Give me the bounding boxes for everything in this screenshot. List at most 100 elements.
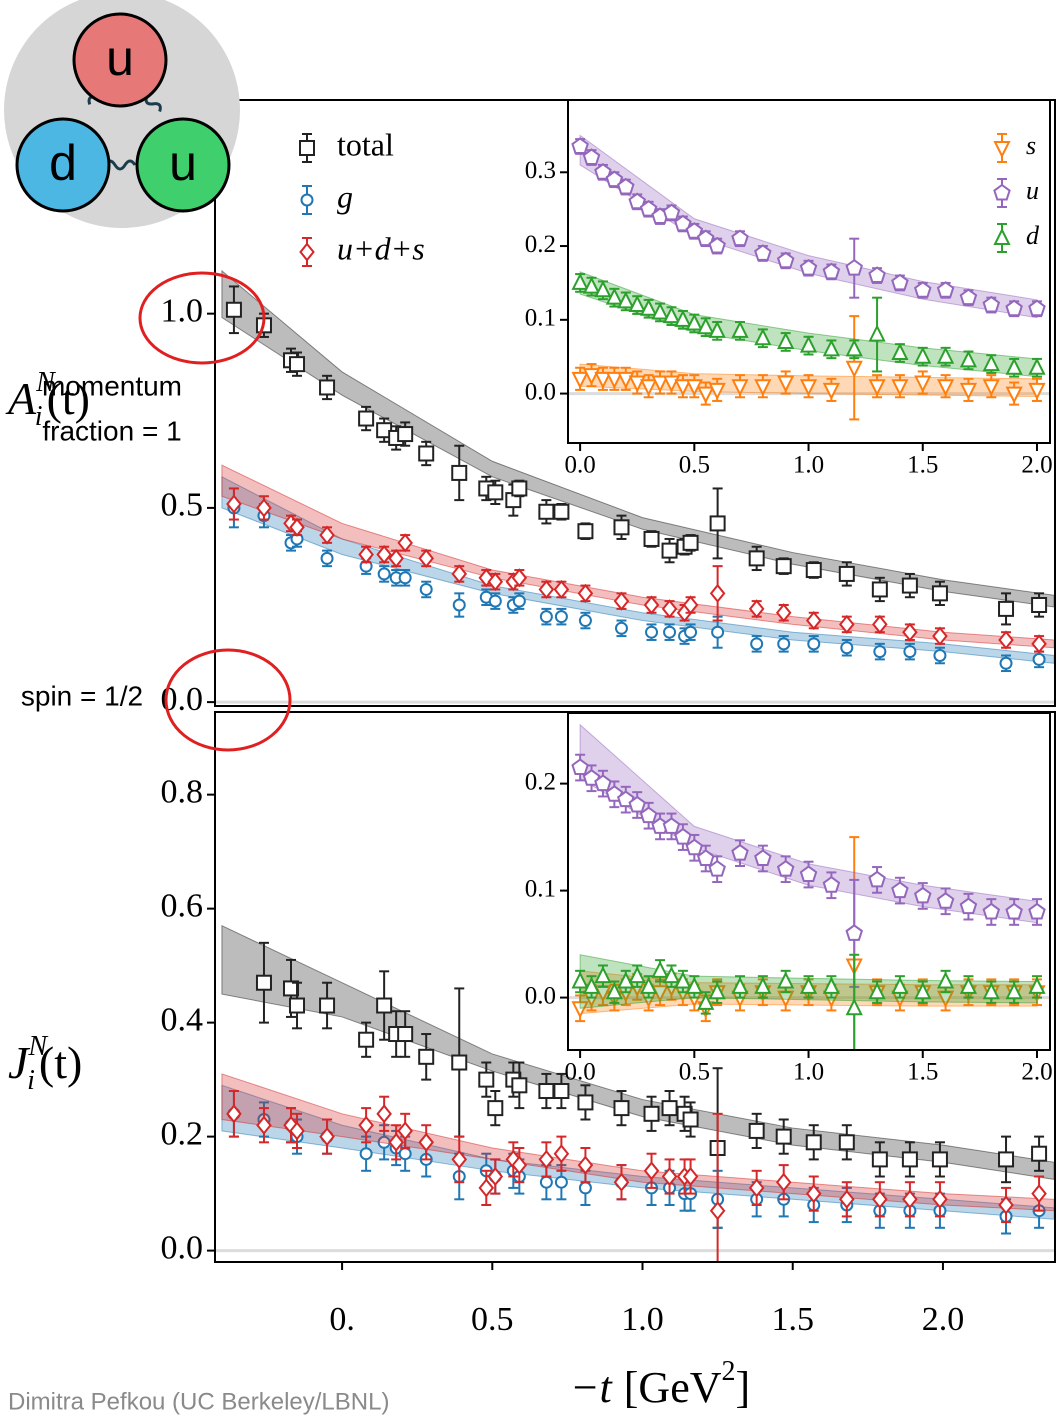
marker [708,236,726,254]
x-tick-label: 0.5 [679,1059,710,1086]
marker [613,591,630,611]
marker [868,324,886,342]
marker [799,258,818,276]
marker [684,625,698,639]
marker [571,971,589,989]
marker [553,503,570,520]
marker [553,1083,570,1100]
marker [662,203,681,221]
x-tick-label: 2.0 [1021,1059,1052,1086]
marker [1028,976,1046,994]
marker [891,342,909,361]
marker [418,1132,434,1152]
marker [708,859,726,877]
y-label-arg: (t) [39,1037,82,1088]
marker [628,294,646,313]
marker [998,630,1014,650]
x-tick-label: 2.0 [1021,452,1052,479]
marker [682,534,699,551]
marker [1032,652,1046,666]
marker [845,258,864,276]
marker [628,192,647,210]
marker [845,339,863,357]
x-tick-label: 1.0 [793,452,824,479]
marker [1028,382,1046,401]
marker [777,971,795,989]
marker [225,301,242,318]
marker [643,530,660,547]
marker [578,1181,592,1195]
marker [289,356,306,373]
y-label-sup: N [35,367,56,398]
marker [754,976,772,994]
marker [748,1178,765,1198]
marker [613,519,630,536]
marker [748,599,765,619]
marker [845,924,864,941]
marker [451,564,468,584]
marker [388,548,404,568]
marker [319,1127,335,1147]
marker [643,1105,660,1122]
marker [639,806,658,824]
marker [226,494,242,514]
marker [936,346,955,364]
marker [868,870,886,888]
marker [553,579,570,600]
marker [289,1121,305,1141]
marker [697,386,715,404]
marker [750,637,764,651]
marker [511,568,528,588]
y-label-base: A [5,373,37,424]
quark [72,12,168,108]
marker [651,302,669,320]
marker [640,976,658,994]
marker [959,350,978,368]
marker [999,656,1013,670]
marker [1031,634,1047,654]
marker [822,976,841,994]
marker [913,281,932,298]
marker [451,464,468,481]
y-label-sub: i [27,1065,35,1096]
marker [571,137,589,154]
marker [685,976,703,994]
marker [1005,902,1023,920]
legend-marker [993,183,1011,201]
marker [319,379,336,396]
marker [936,281,955,298]
marker [708,320,726,338]
marker [418,1048,435,1065]
marker [674,379,692,397]
marker [594,371,612,390]
marker [840,641,854,655]
marker [397,426,414,443]
marker [708,382,726,401]
quark-label: d [49,135,77,191]
marker [662,817,681,834]
marker [605,287,623,305]
marker [845,998,863,1016]
marker [754,849,772,866]
marker [708,981,726,1000]
marker [799,976,818,994]
marker [914,346,932,364]
marker [538,503,555,520]
marker [554,1175,568,1189]
marker [487,484,504,501]
marker [594,280,612,298]
annotation: fraction = 1 [42,415,181,446]
x-tick-label: 0.5 [471,1301,514,1338]
marker [478,1178,495,1198]
plot-content [215,924,1055,1262]
plot: 0.0 0.1 0.2 0.0 0.5 1.0 1.5 2.0 [525,712,1053,1086]
marker [419,582,433,596]
marker [872,1189,888,1209]
marker [674,827,692,845]
y-label-sub: i [35,401,43,432]
marker [594,163,612,180]
marker [731,843,749,861]
y-tick-label: 0.8 [161,773,204,810]
marker [1005,299,1023,317]
x-tick-label: 1.0 [621,1301,664,1338]
